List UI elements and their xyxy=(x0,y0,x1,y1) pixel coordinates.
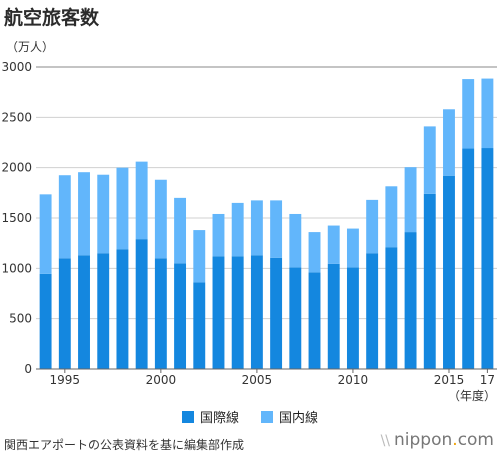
bar-domestic xyxy=(327,225,340,264)
y-axis-unit-label: （万人） xyxy=(6,40,55,54)
brand-dot: . xyxy=(452,430,458,450)
bar-international xyxy=(78,255,90,369)
y-tick-label: 3000 xyxy=(1,60,32,74)
legend-item-domestic: 国内線 xyxy=(261,407,318,426)
x-tick-label: 2015 xyxy=(434,373,465,387)
bar-international xyxy=(481,148,494,369)
bar-domestic xyxy=(404,167,417,233)
bar-domestic xyxy=(135,161,148,240)
bar-international xyxy=(250,255,263,369)
bar-domestic xyxy=(116,167,129,250)
bar-international xyxy=(154,258,167,369)
x-tick-label: 2000 xyxy=(146,373,177,387)
legend-label-domestic: 国内線 xyxy=(279,411,319,426)
bar-domestic xyxy=(462,79,475,149)
brand-mark: \\ xyxy=(380,433,391,449)
brand-logo[interactable]: \\ nippon.com xyxy=(381,430,494,450)
chart-title: 航空旅客数 xyxy=(4,7,100,29)
x-tick-label: 1995 xyxy=(50,373,81,387)
y-tick-label: 2500 xyxy=(1,110,32,124)
bar-domestic xyxy=(58,175,71,259)
bar-domestic xyxy=(443,109,455,176)
bar-international xyxy=(116,249,129,369)
bar-domestic xyxy=(212,213,225,257)
bar-international xyxy=(462,148,475,369)
x-axis-label: （年度） xyxy=(448,388,496,403)
bar-international xyxy=(193,282,206,369)
y-tick-label: 0 xyxy=(24,362,32,376)
bar-domestic xyxy=(78,172,90,256)
bar-domestic xyxy=(423,126,436,194)
chart-legend: 国際線 国内線 xyxy=(0,407,500,426)
legend-swatch-domestic xyxy=(261,410,273,423)
bar-international xyxy=(58,258,71,369)
bar-international xyxy=(270,257,283,369)
bar-domestic xyxy=(481,78,494,149)
bar-domestic xyxy=(250,200,263,256)
bar-domestic xyxy=(174,197,187,264)
bar-international xyxy=(308,272,321,369)
y-tick-label: 500 xyxy=(9,312,32,326)
bar-domestic xyxy=(270,200,283,258)
bar-domestic xyxy=(346,228,359,268)
bar-international xyxy=(231,256,244,369)
y-tick-label: 2000 xyxy=(1,161,32,175)
x-tick-label: 17 xyxy=(480,373,495,387)
bar-international xyxy=(212,256,225,369)
bar-international xyxy=(135,239,148,369)
bar-international xyxy=(327,263,340,369)
source-note: 関西エアポートの公表資料を基に編集部作成 xyxy=(4,438,245,452)
bar-international xyxy=(404,232,417,369)
bar-international xyxy=(385,247,398,369)
bar-domestic xyxy=(308,232,321,273)
bar-international xyxy=(423,193,436,369)
bar-domestic xyxy=(193,230,206,283)
bar-international xyxy=(39,273,52,369)
bar-domestic xyxy=(231,202,244,257)
brand-name: nippon xyxy=(394,430,453,450)
legend-item-international: 国際線 xyxy=(181,407,239,426)
bar-domestic xyxy=(385,186,398,248)
bar-international xyxy=(97,253,110,369)
y-tick-label: 1500 xyxy=(1,211,32,225)
legend-label-international: 国際線 xyxy=(199,411,239,426)
bar-domestic xyxy=(154,179,167,259)
bar-international xyxy=(289,267,302,369)
bar-international xyxy=(174,263,187,369)
x-tick-label: 2010 xyxy=(338,373,369,387)
bar-domestic xyxy=(39,194,52,274)
bar-international xyxy=(443,175,455,369)
bar-domestic xyxy=(366,199,379,254)
y-tick-label: 1000 xyxy=(1,261,32,275)
bar-international xyxy=(366,253,379,369)
x-tick-label: 2005 xyxy=(242,373,273,387)
brand-tld: com xyxy=(457,430,494,450)
legend-swatch-international xyxy=(181,410,194,423)
bar-chart: 0 500 1000 1500 2000 2500 3000 1995 2000 2005 2010… xyxy=(1,60,497,403)
bar-international xyxy=(346,267,359,369)
bar-domestic xyxy=(97,174,110,254)
bar-domestic xyxy=(289,213,302,268)
